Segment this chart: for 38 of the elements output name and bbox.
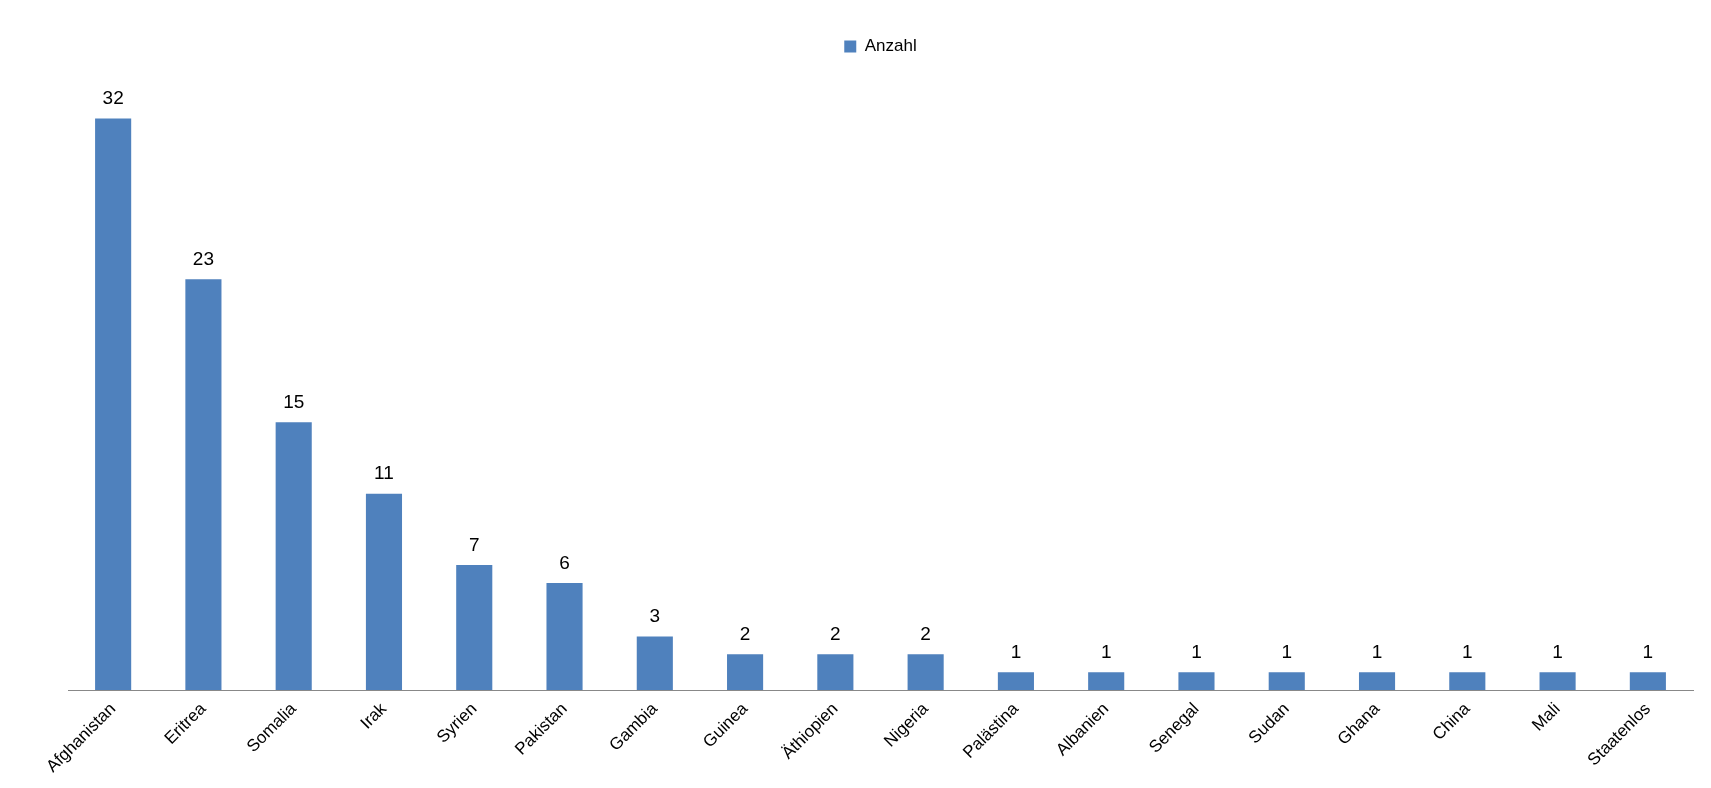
bar <box>95 118 132 691</box>
bar <box>1449 672 1486 691</box>
data-label: 1 <box>1552 640 1563 662</box>
data-label: 1 <box>1281 640 1293 662</box>
bar <box>1539 672 1576 691</box>
data-label: 11 <box>374 462 394 484</box>
data-label: 2 <box>830 623 841 645</box>
legend-label: Anzahl <box>864 36 917 56</box>
bar <box>275 422 312 691</box>
bar <box>907 654 944 691</box>
bar <box>185 279 222 691</box>
data-label: 1 <box>1642 640 1654 662</box>
data-label: 1 <box>1191 640 1202 662</box>
bar <box>1358 672 1396 691</box>
bar <box>456 565 493 691</box>
data-label: 1 <box>1010 640 1022 662</box>
data-label: 1 <box>1371 640 1383 662</box>
bar <box>636 636 673 691</box>
data-label: 7 <box>468 533 480 555</box>
bar <box>365 493 403 691</box>
bar <box>727 654 764 691</box>
bar <box>1268 672 1305 691</box>
data-label: 2 <box>920 623 931 645</box>
bar <box>546 582 583 691</box>
data-label: 23 <box>192 248 214 270</box>
data-label: 3 <box>649 605 661 627</box>
bar <box>1178 672 1215 691</box>
data-label: 1 <box>1100 640 1112 662</box>
bar <box>997 672 1034 691</box>
bar <box>1088 672 1125 691</box>
data-label: 32 <box>102 87 124 109</box>
x-tick-label: Irak <box>356 698 391 733</box>
data-label: 6 <box>559 551 570 573</box>
bar <box>1629 672 1666 691</box>
data-label: 1 <box>1462 640 1473 662</box>
data-label: 15 <box>283 390 305 412</box>
bar <box>817 654 854 691</box>
data-label: 2 <box>739 623 751 645</box>
